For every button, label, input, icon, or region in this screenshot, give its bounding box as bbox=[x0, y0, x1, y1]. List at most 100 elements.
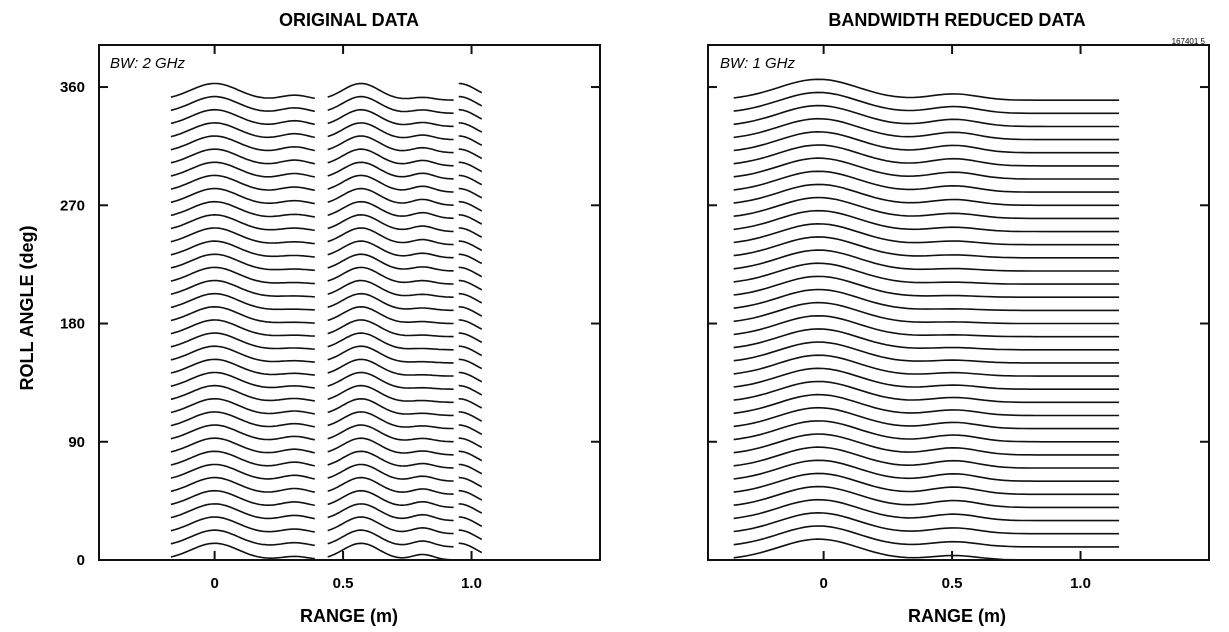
waterfall-trace bbox=[327, 503, 454, 522]
waterfall-trace bbox=[458, 371, 483, 383]
waterfall-trace bbox=[458, 463, 483, 475]
left-plot-frame bbox=[98, 44, 601, 561]
waterfall-trace bbox=[327, 135, 454, 154]
waterfall-trace bbox=[170, 148, 315, 165]
waterfall-trace bbox=[733, 498, 1120, 522]
waterfall-trace bbox=[327, 345, 454, 364]
waterfall-trace bbox=[170, 503, 315, 520]
waterfall-trace bbox=[733, 354, 1120, 377]
waterfall-trace bbox=[170, 384, 315, 402]
waterfall-trace bbox=[733, 78, 1120, 101]
waterfall-trace bbox=[458, 240, 483, 252]
waterfall-trace bbox=[170, 95, 315, 113]
waterfall-trace bbox=[170, 135, 315, 152]
waterfall-trace bbox=[458, 253, 483, 265]
waterfall-trace bbox=[327, 489, 454, 509]
waterfall-trace bbox=[327, 82, 454, 101]
y-tick-label: 0 bbox=[77, 552, 85, 569]
waterfall-trace bbox=[458, 135, 483, 147]
waterfall-trace bbox=[458, 516, 483, 528]
waterfall-trace bbox=[458, 148, 483, 160]
waterfall-trace bbox=[170, 122, 315, 139]
waterfall-trace bbox=[170, 476, 315, 493]
waterfall-trace bbox=[458, 437, 483, 449]
waterfall-trace bbox=[458, 200, 483, 212]
waterfall-trace bbox=[458, 489, 483, 501]
waterfall-trace bbox=[458, 122, 483, 133]
waterfall-trace bbox=[458, 319, 483, 330]
waterfall-trace bbox=[170, 529, 315, 547]
waterfall-trace bbox=[170, 108, 315, 126]
waterfall-trace bbox=[170, 279, 315, 298]
y-tick-label: 360 bbox=[60, 79, 85, 96]
waterfall-trace bbox=[170, 319, 315, 337]
waterfall-trace bbox=[327, 266, 454, 285]
waterfall-trace bbox=[733, 420, 1120, 443]
waterfall-trace bbox=[733, 433, 1120, 456]
waterfall-trace bbox=[170, 174, 315, 192]
x-tick-label: 0.5 bbox=[942, 575, 963, 592]
waterfall-trace bbox=[170, 463, 315, 480]
waterfall-trace bbox=[170, 489, 315, 507]
waterfall-trace bbox=[327, 279, 454, 298]
waterfall-trace bbox=[170, 345, 315, 363]
right-chart: BW: 1 GHz 0 0.5 1.0 RANGE (m) bbox=[707, 44, 1210, 626]
waterfall-trace bbox=[170, 371, 315, 389]
left-chart: BW: 2 GHz 0 0.5 1.0 0 90 180 270 360 RANGE (m) bbox=[60, 44, 601, 626]
right-axes: 0 0.5 1.0 bbox=[708, 45, 1209, 592]
waterfall-trace bbox=[733, 367, 1120, 390]
waterfall-trace bbox=[327, 450, 454, 469]
waterfall-trace bbox=[170, 516, 315, 533]
waterfall-trace bbox=[170, 240, 315, 258]
waterfall-trace bbox=[327, 371, 454, 390]
waterfall-trace bbox=[458, 529, 483, 541]
waterfall-trace bbox=[170, 227, 315, 245]
waterfall-trace bbox=[733, 288, 1120, 312]
y-axis-label: ROLL ANGLE (deg) bbox=[17, 226, 37, 391]
waterfall-trace bbox=[458, 187, 483, 199]
waterfall-trace bbox=[733, 144, 1120, 167]
waterfall-trace bbox=[733, 157, 1120, 180]
waterfall-trace bbox=[458, 214, 483, 225]
waterfall-trace bbox=[733, 393, 1120, 417]
waterfall-trace bbox=[327, 397, 454, 417]
waterfall-trace bbox=[458, 161, 483, 173]
waterfall-trace bbox=[327, 437, 454, 456]
waterfall-trace bbox=[458, 450, 483, 462]
waterfall-trace bbox=[327, 292, 454, 312]
waterfall-trace bbox=[458, 227, 483, 238]
waterfall-trace bbox=[327, 319, 454, 338]
waterfall-trace bbox=[170, 292, 315, 311]
right-plot-frame bbox=[707, 44, 1210, 561]
x-tick-label: 0 bbox=[819, 575, 827, 592]
waterfall-trace bbox=[733, 406, 1120, 430]
left-bandwidth-label: BW: 2 GHz bbox=[110, 55, 186, 72]
waterfall-trace bbox=[170, 200, 315, 218]
waterfall-trace bbox=[327, 358, 454, 377]
waterfall-trace bbox=[327, 174, 454, 193]
right-chart-title: BANDWIDTH REDUCED DATA bbox=[828, 10, 1085, 30]
waterfall-trace bbox=[458, 424, 483, 436]
waterfall-trace bbox=[733, 117, 1120, 141]
waterfall-trace bbox=[170, 424, 315, 441]
x-tick-label: 0 bbox=[210, 575, 218, 592]
waterfall-trace bbox=[170, 542, 315, 560]
waterfall-trace bbox=[458, 108, 483, 120]
waterfall-trace bbox=[327, 463, 454, 482]
waterfall-trace bbox=[170, 332, 315, 350]
waterfall-trace bbox=[327, 332, 454, 351]
waterfall-trace bbox=[458, 358, 483, 370]
waterfall-trace bbox=[327, 227, 454, 246]
waterfall-trace bbox=[458, 476, 483, 488]
right-waterfall-traces bbox=[733, 78, 1120, 561]
waterfall-trace bbox=[458, 345, 483, 357]
waterfall-trace bbox=[733, 511, 1120, 535]
waterfall-trace bbox=[327, 161, 454, 180]
waterfall-trace bbox=[458, 332, 483, 344]
waterfall-trace bbox=[733, 459, 1120, 482]
waterfall-trace bbox=[733, 328, 1120, 351]
waterfall-trace bbox=[458, 398, 483, 409]
waterfall-trace bbox=[733, 130, 1120, 154]
waterfall-trace bbox=[327, 305, 454, 325]
